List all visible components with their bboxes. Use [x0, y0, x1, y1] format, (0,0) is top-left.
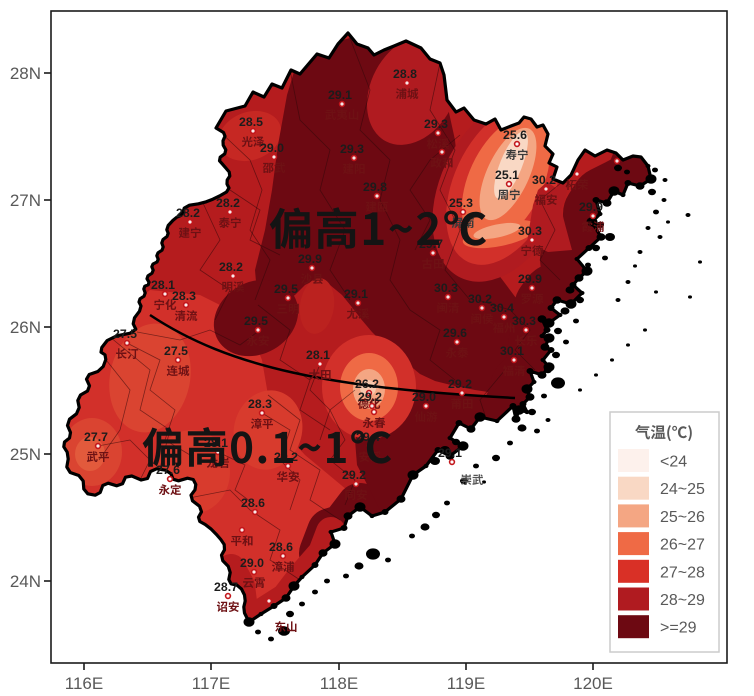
- svg-text:29.0: 29.0: [260, 141, 284, 155]
- svg-text:27N: 27N: [10, 191, 41, 210]
- svg-text:30.3: 30.3: [518, 224, 542, 238]
- svg-text:25.1: 25.1: [495, 168, 519, 182]
- svg-text:117E: 117E: [192, 674, 230, 693]
- svg-text:29.9: 29.9: [298, 252, 322, 266]
- svg-text:29.1: 29.1: [328, 88, 352, 102]
- svg-text:28.3: 28.3: [172, 289, 196, 303]
- svg-text:118E: 118E: [320, 674, 358, 693]
- svg-text:29.3: 29.3: [424, 117, 448, 131]
- svg-text:30.4: 30.4: [490, 301, 514, 315]
- svg-text:30.3: 30.3: [434, 281, 458, 295]
- svg-text:29.2: 29.2: [448, 377, 472, 391]
- svg-text:30.2: 30.2: [468, 292, 492, 306]
- svg-text:29.8: 29.8: [363, 180, 387, 194]
- svg-text:29.5: 29.5: [244, 314, 268, 328]
- svg-text:25.6: 25.6: [503, 128, 527, 142]
- svg-text:25N: 25N: [10, 445, 41, 464]
- svg-text:28~29: 28~29: [660, 592, 705, 609]
- svg-text:28.2: 28.2: [176, 206, 200, 220]
- svg-text:26N: 26N: [10, 318, 41, 337]
- svg-text:28.6: 28.6: [241, 496, 265, 510]
- svg-text:28.6: 28.6: [269, 540, 293, 554]
- svg-text:27~28: 27~28: [660, 564, 705, 581]
- svg-text:28.2: 28.2: [216, 196, 240, 210]
- svg-text:30.1: 30.1: [500, 344, 524, 358]
- svg-text:30.2: 30.2: [532, 173, 556, 187]
- svg-text:29.1: 29.1: [438, 446, 462, 460]
- svg-text:29.0: 29.0: [412, 390, 436, 404]
- svg-text:26~27: 26~27: [660, 537, 705, 554]
- svg-text:120E: 120E: [573, 674, 613, 693]
- svg-text:28.5: 28.5: [239, 115, 263, 129]
- svg-text:25.3: 25.3: [449, 196, 473, 210]
- svg-text:27.5: 27.5: [164, 344, 188, 358]
- svg-text:119E: 119E: [447, 674, 485, 693]
- svg-text:29.9: 29.9: [579, 200, 603, 214]
- svg-text:29.9: 29.9: [518, 272, 542, 286]
- svg-text:28.8: 28.8: [393, 67, 417, 81]
- svg-text:29.1: 29.1: [344, 287, 368, 301]
- svg-text:25~26: 25~26: [660, 509, 705, 526]
- svg-text:116E: 116E: [65, 674, 103, 693]
- svg-text:29.3: 29.3: [340, 142, 364, 156]
- svg-text:28.1: 28.1: [306, 348, 330, 362]
- svg-text:24~25: 24~25: [660, 481, 705, 498]
- svg-text:28.1: 28.1: [151, 278, 175, 292]
- svg-text:28.7: 28.7: [214, 580, 238, 594]
- svg-text:<24: <24: [660, 454, 687, 471]
- svg-text:29.6: 29.6: [443, 326, 467, 340]
- svg-text:27.7: 27.7: [84, 430, 108, 444]
- svg-text:29.2: 29.2: [358, 390, 382, 404]
- svg-text:24N: 24N: [10, 572, 41, 591]
- svg-text:26.2: 26.2: [355, 377, 379, 391]
- svg-text:29.2: 29.2: [342, 468, 366, 482]
- svg-text:28.2: 28.2: [219, 260, 243, 274]
- svg-text:29.5: 29.5: [274, 282, 298, 296]
- svg-text:28N: 28N: [10, 64, 41, 83]
- svg-text:27.5: 27.5: [113, 327, 137, 341]
- svg-text:>=29: >=29: [660, 620, 697, 637]
- svg-text:28.3: 28.3: [248, 397, 272, 411]
- svg-text:30.3: 30.3: [512, 314, 536, 328]
- svg-text:29.0: 29.0: [240, 556, 264, 570]
